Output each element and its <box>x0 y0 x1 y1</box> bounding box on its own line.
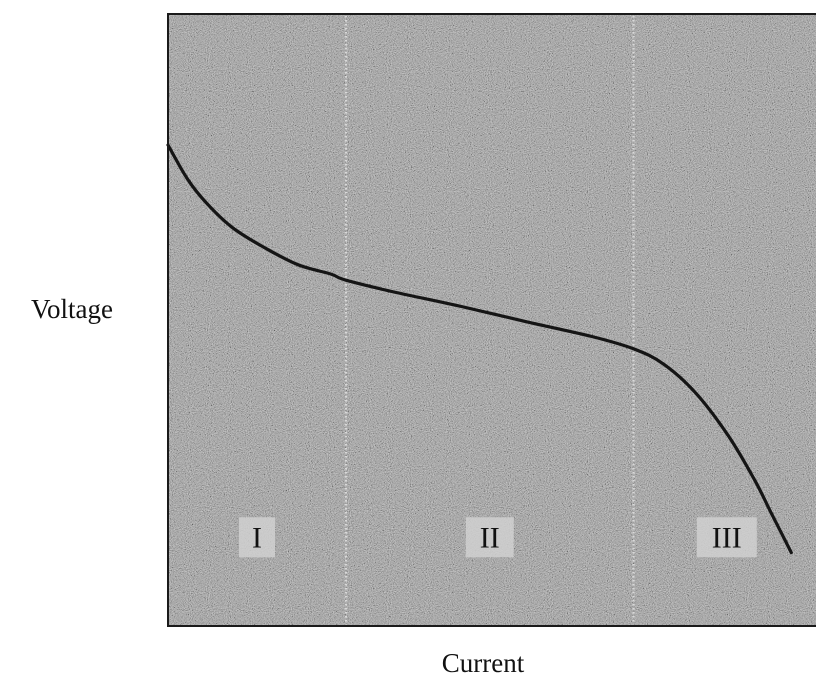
region-label-box-2 <box>465 517 514 558</box>
region-label-2: II <box>480 521 500 554</box>
x-axis-label: Current <box>442 648 525 678</box>
region-label-box-1 <box>238 517 275 558</box>
regions: I II III <box>238 16 757 624</box>
region-label-3: III <box>712 521 742 554</box>
series-line-1 <box>166 143 793 555</box>
plot-area <box>168 14 816 626</box>
region-label-box-3 <box>696 517 757 558</box>
plot-frame <box>167 13 816 627</box>
region-label-1: I <box>252 521 262 554</box>
y-axis-label: Voltage <box>31 294 113 324</box>
series-layer <box>166 143 793 555</box>
